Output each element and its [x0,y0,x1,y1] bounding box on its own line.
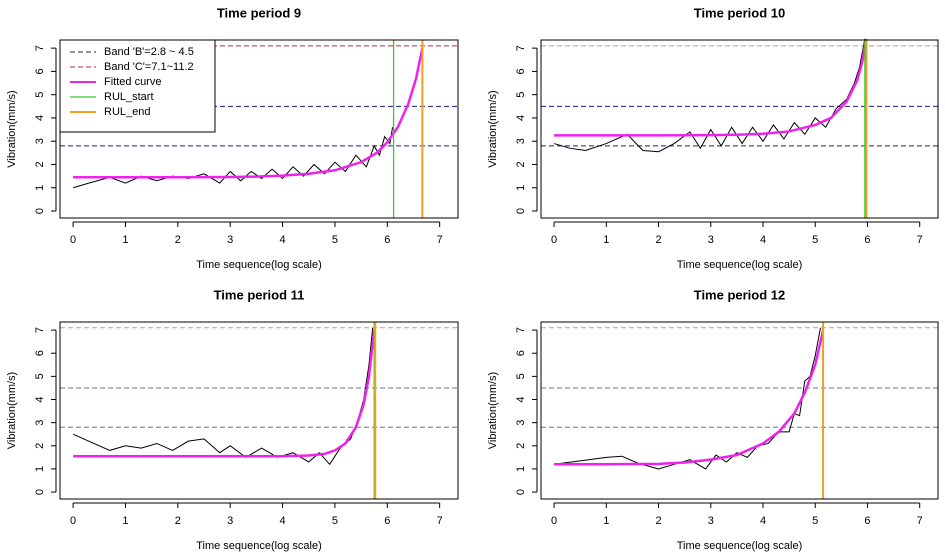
y-tick-label: 0 [34,208,46,214]
chart-title: Time period 9 [217,5,301,20]
x-tick-label: 1 [603,234,609,246]
y-tick-label: 2 [34,161,46,167]
y-tick-label: 6 [34,350,46,356]
x-tick-label: 5 [332,234,338,246]
chart-title: Time period 12 [694,287,786,302]
x-tick-label: 2 [175,234,181,246]
panel: Time period 12 Time sequence(log scale) Vi… [487,287,939,552]
y-tick-label: 4 [515,396,527,402]
y-tick-label: 1 [515,466,527,472]
raw-signal [72,127,394,189]
x-tick-label: 3 [708,234,714,246]
x-tick-label: 1 [122,234,128,246]
y-tick-label: 5 [515,92,527,98]
y-axis-label: Vibration(mm/s) [487,90,499,167]
x-tick-label: 3 [227,515,233,527]
y-tick-label: 3 [515,420,527,426]
raw-signal [554,329,825,466]
y-tick-label: 3 [34,138,46,144]
x-tick-label: 0 [70,515,76,527]
x-tick-label: 4 [760,515,766,527]
x-tick-label: 2 [175,515,181,527]
x-tick-label: 6 [384,234,390,246]
x-tick-label: 5 [332,515,338,527]
y-tick-label: 5 [34,92,46,98]
y-tick-label: 0 [515,489,527,495]
panel: Time period 10 Time sequence(log scale) Vi… [487,5,939,271]
y-tick-label: 4 [34,115,46,121]
y-tick-label: 3 [515,138,527,144]
y-axis-label: Vibration(mm/s) [6,372,18,449]
raw-signal [72,327,374,466]
legend-label: Band 'C'=7.1~11.2 [104,61,194,73]
y-tick-label: 2 [34,443,46,449]
x-axis-label: Time sequence(log scale) [196,540,322,552]
y-axis-label: Vibration(mm/s) [487,372,499,449]
y-tick-label: 6 [34,68,46,74]
x-tick-label: 5 [812,234,818,246]
y-tick-label: 1 [34,466,46,472]
x-tick-label: 0 [551,234,557,246]
y-axis-label: Vibration(mm/s) [6,90,18,167]
legend-label: Band 'B'=2.8 ~ 4.5 [104,46,194,58]
x-tick-label: 7 [917,234,923,246]
y-tick-label: 1 [34,185,46,191]
x-tick-label: 5 [812,515,818,527]
legend: Band 'B'=2.8 ~ 4.5 Band 'C'=7.1~11.2 Fitte… [59,39,216,133]
panel: Time period 11 Time sequence(log scale) Vi… [6,287,459,552]
x-tick-label: 6 [384,515,390,527]
y-tick-label: 5 [34,373,46,379]
chart-title: Time period 10 [694,5,786,20]
y-tick-label: 7 [515,327,527,333]
x-tick-label: 1 [603,515,609,527]
x-tick-label: 4 [280,234,286,246]
fitted-curve [73,47,424,179]
y-tick-label: 7 [34,327,46,333]
y-tick-label: 6 [515,68,527,74]
x-tick-label: 1 [122,515,128,527]
y-tick-label: 0 [515,208,527,214]
y-tick-label: 6 [515,350,527,356]
y-tick-label: 5 [515,373,527,379]
y-tick-label: 7 [34,45,46,51]
y-tick-label: 1 [515,185,527,191]
x-tick-label: 0 [70,234,76,246]
x-tick-label: 6 [864,234,870,246]
plot-frame [59,321,459,500]
panel: Time period 9 Time sequence(log scale) Vib… [6,5,459,271]
x-axis-label: Time sequence(log scale) [677,540,803,552]
x-tick-label: 2 [655,234,661,246]
plot-frame [540,321,939,500]
legend-label: RUL_start [104,91,154,103]
raw-signal [553,327,821,470]
legend-label: RUL_end [104,106,150,118]
x-axis-label: Time sequence(log scale) [196,259,322,271]
legend-label: Fitted curve [104,76,161,88]
y-tick-label: 2 [515,161,527,167]
x-tick-label: 4 [760,234,766,246]
x-tick-label: 7 [917,515,923,527]
y-tick-label: 2 [515,443,527,449]
x-tick-label: 3 [227,234,233,246]
y-tick-label: 4 [34,396,46,402]
x-tick-label: 2 [655,515,661,527]
y-tick-label: 0 [34,489,46,495]
x-tick-label: 0 [551,515,557,527]
plot-frame [540,39,939,219]
raw-signal [554,38,868,137]
x-axis-label: Time sequence(log scale) [677,259,803,271]
y-tick-label: 7 [515,45,527,51]
y-tick-label: 3 [34,420,46,426]
x-tick-label: 3 [708,515,714,527]
x-tick-label: 7 [437,234,443,246]
x-tick-label: 7 [437,515,443,527]
legend-box [59,39,216,133]
x-tick-label: 6 [864,515,870,527]
chart-title: Time period 11 [214,287,305,302]
x-tick-label: 4 [280,515,286,527]
raw-signal [73,329,376,458]
y-tick-label: 4 [515,115,527,121]
